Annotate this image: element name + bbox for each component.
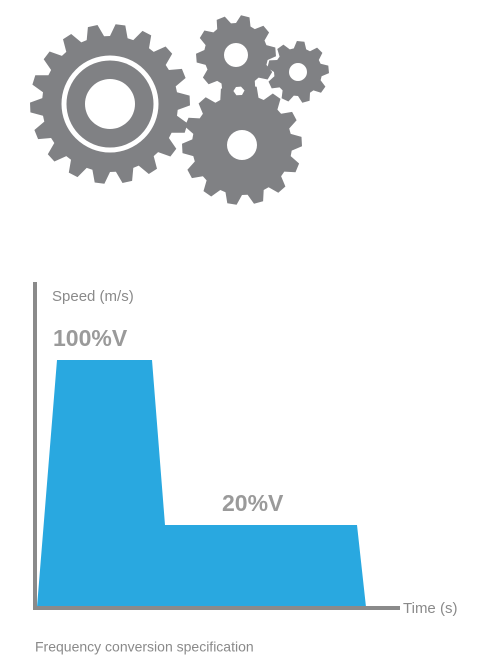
low-level-label: 20%V [222, 490, 284, 516]
gear [267, 41, 329, 103]
speed-profile [37, 360, 366, 607]
gear [30, 24, 190, 184]
gears-illustration [30, 15, 329, 205]
x-axis-label: Time (s) [403, 600, 457, 617]
y-axis-label: Speed (m/s) [52, 288, 134, 305]
gear-ring [61, 55, 159, 153]
high-level-label: 100%V [53, 325, 128, 351]
gear [182, 85, 302, 205]
gear [196, 15, 276, 95]
caption: Frequency conversion specification [35, 639, 254, 655]
